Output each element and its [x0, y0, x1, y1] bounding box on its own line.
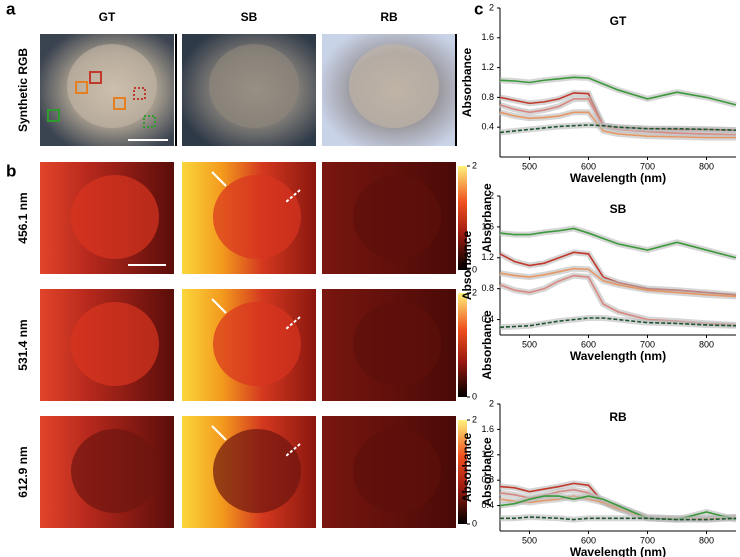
tissue — [353, 302, 441, 386]
y-tick-label: 1.6 — [481, 32, 494, 42]
x-tick-label: 500 — [522, 339, 537, 349]
colorbar-tick-label: 2 — [472, 160, 477, 170]
chart-title: GT — [610, 14, 627, 28]
y-tick-label: 0.4 — [481, 314, 494, 324]
colorbar-tick-label: 2 — [472, 414, 477, 424]
x-axis-label: Wavelength (nm) — [570, 545, 666, 557]
column-header: GT — [99, 10, 116, 24]
x-tick-label: 600 — [581, 535, 596, 545]
line — [499, 111, 736, 139]
line — [499, 267, 737, 298]
x-tick-label: 700 — [640, 339, 655, 349]
x-tick-label: 500 — [522, 535, 537, 545]
arrow — [211, 171, 227, 187]
y-axis-label: Absorbance — [460, 231, 474, 301]
chart-title: RB — [609, 410, 627, 424]
line — [499, 98, 737, 136]
roi-box — [47, 109, 60, 122]
line — [500, 516, 737, 521]
x-axis-label: Wavelength (nm) — [570, 349, 666, 363]
y-axis-label: Absorbance — [460, 433, 474, 503]
panel-letter: a — [6, 0, 16, 18]
y-tick-label: 1.2 — [481, 252, 494, 262]
x-tick-label: 800 — [699, 161, 714, 171]
column-header: SB — [241, 10, 258, 24]
line — [499, 124, 737, 134]
colorbar-tick-label: 0 — [472, 264, 477, 274]
tissue — [213, 429, 301, 513]
y-tick-label: 2 — [489, 398, 494, 408]
tissue — [349, 44, 439, 128]
arrow — [285, 189, 301, 203]
y-tick-label: 0.8 — [481, 475, 494, 485]
x-tick-label: 700 — [640, 161, 655, 171]
panel-letter: b — [6, 161, 16, 180]
roi-box — [75, 81, 88, 94]
line — [499, 317, 737, 329]
y-tick-label: 1.2 — [481, 449, 494, 459]
row-label: 612.9 nm — [16, 446, 30, 497]
tissue — [213, 175, 301, 259]
y-tick-label: 0.4 — [481, 122, 494, 132]
x-tick-label: 600 — [581, 339, 596, 349]
colorbar — [458, 420, 467, 524]
y-tick-label: 2 — [489, 2, 494, 12]
panel-letter: c — [474, 0, 483, 18]
colorbar-tick-label: 0 — [472, 518, 477, 528]
tissue — [353, 429, 441, 513]
tissue — [71, 175, 159, 259]
row-label: 456.1 nm — [16, 192, 30, 243]
row-label: Synthetic RGB — [16, 48, 30, 132]
roi-box — [89, 71, 102, 84]
tissue — [353, 175, 441, 259]
colorbar-label: Absorbance — [480, 183, 494, 253]
colorbar-label: Absorbance — [480, 437, 494, 507]
roi-box — [133, 87, 146, 100]
x-tick-label: 500 — [522, 161, 537, 171]
y-tick-label: 2 — [489, 190, 494, 200]
x-tick-label: 800 — [699, 339, 714, 349]
colorbar — [458, 293, 467, 397]
tissue — [209, 44, 299, 128]
x-axis-label: Wavelength (nm) — [570, 171, 666, 185]
colorbar-tick-label: 2 — [472, 287, 477, 297]
x-tick-label: 600 — [581, 161, 596, 171]
tissue — [71, 429, 159, 513]
arrow — [211, 298, 227, 314]
tissue — [71, 302, 159, 386]
y-tick-label: 0.8 — [481, 283, 494, 293]
chart-title: SB — [610, 202, 627, 216]
band — [499, 315, 737, 331]
arrow — [285, 316, 301, 330]
arrow — [285, 443, 301, 457]
tissue — [67, 44, 157, 128]
line — [499, 76, 737, 106]
roi-box — [143, 115, 156, 128]
column-header: RB — [380, 10, 398, 24]
y-tick-label: 1.2 — [481, 62, 494, 72]
y-axis-label: Absorbance — [460, 48, 474, 118]
line — [499, 227, 737, 259]
roi-box — [113, 97, 126, 110]
colorbar-tick-label: 0 — [472, 391, 477, 401]
x-tick-label: 700 — [640, 535, 655, 545]
y-tick-label: 1.6 — [481, 424, 494, 434]
y-tick-label: 0.8 — [481, 92, 494, 102]
row-label: 531.4 nm — [16, 319, 30, 370]
arrow — [211, 425, 227, 441]
y-tick-label: 1.6 — [481, 221, 494, 231]
tissue — [213, 302, 301, 386]
y-tick-label: 0.4 — [481, 500, 494, 510]
colorbar — [458, 166, 467, 270]
x-tick-label: 800 — [699, 535, 714, 545]
colorbar-label: Absorbance — [480, 310, 494, 380]
